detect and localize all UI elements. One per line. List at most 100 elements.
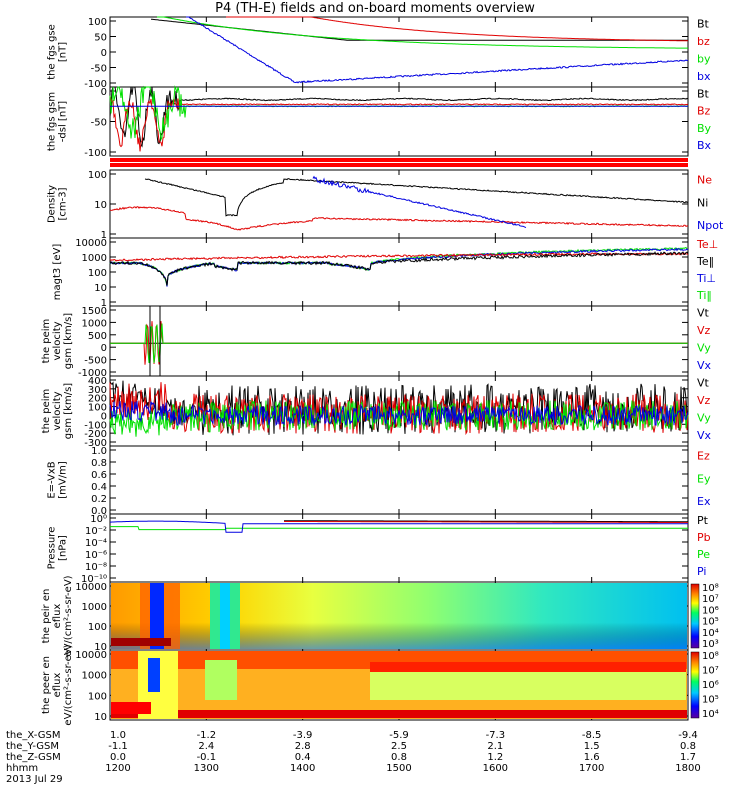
panel-10-ylabel: the peer en [41,656,52,714]
panel-1-tick-label: -100 [84,79,107,90]
p2-bz [109,95,689,152]
legend-Vz: Vz [697,394,711,407]
panel-1-frame [109,16,689,88]
bx-line [186,16,689,84]
legend-Bz: Bz [697,105,711,118]
panel-5-frame [109,305,689,377]
panel-10-ylabel: eV/(cm²-s-sr-eV) [63,644,74,725]
ephemeris-value: -3.9 [293,730,313,741]
p5-vy [110,323,688,364]
panel-1-tick-label: 50 [94,33,107,44]
ephemeris-value: 1300 [194,763,219,774]
ephemeris-value: 1600 [483,763,508,774]
panel-6-tick-label: 300 [88,385,107,396]
panel-1-tick-label: 100 [88,17,107,28]
ephemeris-value: -8.5 [582,730,602,741]
ephemeris-value: 0.0 [110,752,126,763]
panel-8-tick-label: 10⁻⁸ [85,562,107,573]
ephemeris-value: -0.1 [197,752,217,763]
ion-colorbar [690,583,700,649]
ephemeris-value: 1800 [675,763,700,774]
npot-line [312,175,527,228]
panel-5-tick-label: -500 [84,356,107,367]
panel-6-tick-label: -100 [84,420,107,431]
pi-line [110,520,688,533]
panel-6-ylabel: the peim [41,389,52,434]
panel-2-ylabel: the fgs gsm [47,92,58,151]
panel-7-tick-label: 0.0 [91,506,107,517]
panel-3-ylabel: [cm-3] [58,187,69,220]
ion-colorbar-label: 10⁵ [702,617,719,628]
ion-colorbar-label: 10³ [702,639,719,650]
ne-line [109,206,689,231]
panel-6-tick-label: -200 [84,429,107,440]
legend-Vz: Vz [697,324,711,337]
legend-Ni: Ni [697,196,708,209]
ephemeris-value: -9.4 [678,730,698,741]
ephemeris-value: 2.4 [198,741,214,752]
panel-6-ylabel: velocity [52,391,63,430]
panel-7-tick-label: 0.2 [91,494,107,505]
ephemeris-value: -5.9 [389,730,409,741]
panel-9-tick-label: 10000 [75,582,107,593]
panel-9-ylabel: eflux [52,604,63,629]
ni-line [144,178,689,217]
ephemeris-value: 1.6 [584,752,600,763]
ion-colorbar-label: 10⁴ [702,628,719,639]
p2-bt [109,86,689,148]
plot-title: P4 (TH-E) fields and on-board moments ov… [215,1,535,16]
panel-4-tick-label: 1000 [82,253,107,264]
panel-4-tick-label: 10 [94,283,107,294]
legend-Te⊥: Te⊥ [696,238,718,251]
legend-Pb: Pb [697,531,711,544]
pe-line [110,526,688,531]
panel-6-tick-label: -300 [84,438,107,449]
legend-Ti⊥: Ti⊥ [696,272,716,285]
panel-8-ylabel: [nPa] [58,535,69,561]
panel-6-tick-label: 200 [88,394,107,405]
ephemeris-value: 1700 [579,763,604,774]
ephemeris-value: -1.2 [197,730,217,741]
pb-line [284,521,688,524]
p6-vx [109,400,689,426]
legend-Vy: Vy [697,342,711,355]
ephemeris-value: -1.1 [108,741,128,752]
panel-4-ylabel: magt3 [eV] [52,244,63,301]
panel-1-ylabel: [nT] [58,42,69,62]
ephemeris-value: 1200 [105,763,130,774]
panel-6-tick-label: 100 [88,403,107,414]
ion-colorbar-label: 10⁷ [702,594,719,605]
panel-5-tick-label: 0 [101,343,107,354]
panel-4-tick-label: 10000 [75,238,107,249]
legend-Ex: Ex [697,495,711,508]
ephemeris-value: 1.7 [680,752,696,763]
legend-Vt: Vt [697,377,710,390]
panel-7-ylabel: E=-VxB [47,461,58,498]
panel-3-tick-label: 1 [101,230,107,241]
electron-colorbar-label: 10⁴ [702,709,719,720]
electron-colorbar-label: 10⁸ [702,651,719,662]
legend-Pt: Pt [697,514,709,527]
legend-Vt: Vt [697,307,710,320]
legend-Vx: Vx [697,429,712,442]
panel-7-ylabel: [mV/m] [58,461,69,499]
legend-bx: bx [697,70,711,83]
panel-5-ylabel: gsm [km/s] [63,313,74,369]
pt-line [284,520,688,523]
ephemeris-value: 1.5 [584,741,600,752]
bz-line [226,16,688,42]
ephemeris-value: 2.8 [295,741,311,752]
panel-10-ylabel: eflux [52,673,63,698]
panel-7-frame [109,445,689,515]
panel-6-ylabel: gsm [km/s] [63,383,74,439]
panel-9-tick-label: 1000 [82,602,107,613]
panel-2-frame [109,86,689,157]
legend-bz: bz [697,35,710,48]
te-perp [109,252,689,262]
panel-9-tick-label: 10 [94,642,107,653]
panel-4-frame [109,237,689,307]
ephemeris-value: 0.8 [680,741,696,752]
panel-2-tick-label: -100 [84,148,107,159]
legend-Ti‖: Ti‖ [696,289,712,302]
panel-2-tick-label: -50 [91,118,107,129]
